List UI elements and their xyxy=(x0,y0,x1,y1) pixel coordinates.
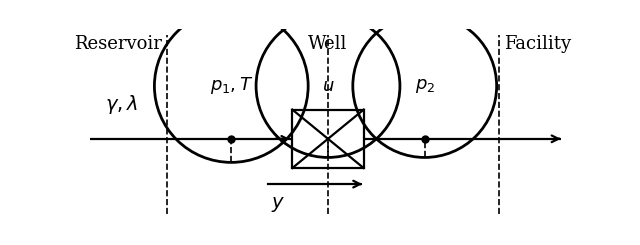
Text: Well: Well xyxy=(308,35,348,53)
Text: $p_2$: $p_2$ xyxy=(415,77,435,95)
Text: Reservoir: Reservoir xyxy=(74,35,162,53)
Text: $p_1, T$: $p_1, T$ xyxy=(209,75,253,97)
Text: $u$: $u$ xyxy=(322,77,334,95)
Text: $y$: $y$ xyxy=(271,196,285,214)
Text: Facility: Facility xyxy=(504,35,572,53)
Text: $\gamma, \lambda$: $\gamma, \lambda$ xyxy=(105,93,138,116)
